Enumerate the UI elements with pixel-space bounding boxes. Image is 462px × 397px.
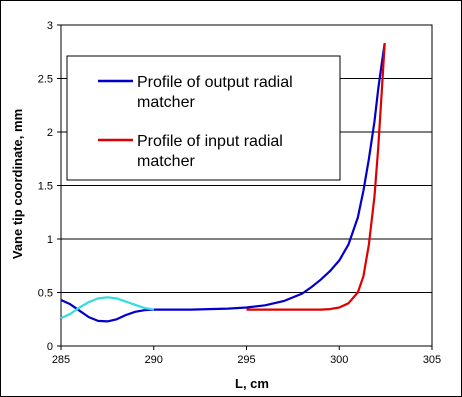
y-tick-label: 2 <box>47 127 53 139</box>
legend-label-input-line2: matcher <box>137 153 195 170</box>
series-line-cyan <box>60 296 154 320</box>
x-tick-label: 300 <box>330 354 348 366</box>
legend-label-output-line2: matcher <box>137 94 195 111</box>
series-line-output <box>60 43 386 323</box>
y-tick-label: 0 <box>47 341 53 353</box>
y-axis-title: Vane tip coordinate, mm <box>10 109 25 259</box>
y-tick-label: 3 <box>47 20 53 32</box>
x-axis-ticks: 285 290 295 300 305 <box>52 346 441 366</box>
legend-label-output-line1: Profile of output radial <box>137 74 293 91</box>
y-tick-label: 1 <box>47 234 53 246</box>
legend-box <box>66 55 341 181</box>
legend-label-input-line1: Profile of input radial <box>137 133 283 150</box>
y-tick-label: 1.5 <box>38 181 53 193</box>
x-tick-label: 295 <box>237 354 255 366</box>
series-line-input <box>246 43 386 311</box>
x-tick-label: 305 <box>423 354 441 366</box>
x-tick-label: 290 <box>145 354 163 366</box>
y-tick-label: 2.5 <box>38 74 53 86</box>
y-tick-label: 0.5 <box>38 288 53 300</box>
x-tick-label: 285 <box>52 354 70 366</box>
x-axis-title: L, cm <box>235 376 269 391</box>
legend: Profile of output radial matcher Profile… <box>66 55 341 181</box>
series-lines <box>60 43 386 323</box>
y-axis-ticks: 0 0.5 1 1.5 2 2.5 3 <box>38 20 61 353</box>
